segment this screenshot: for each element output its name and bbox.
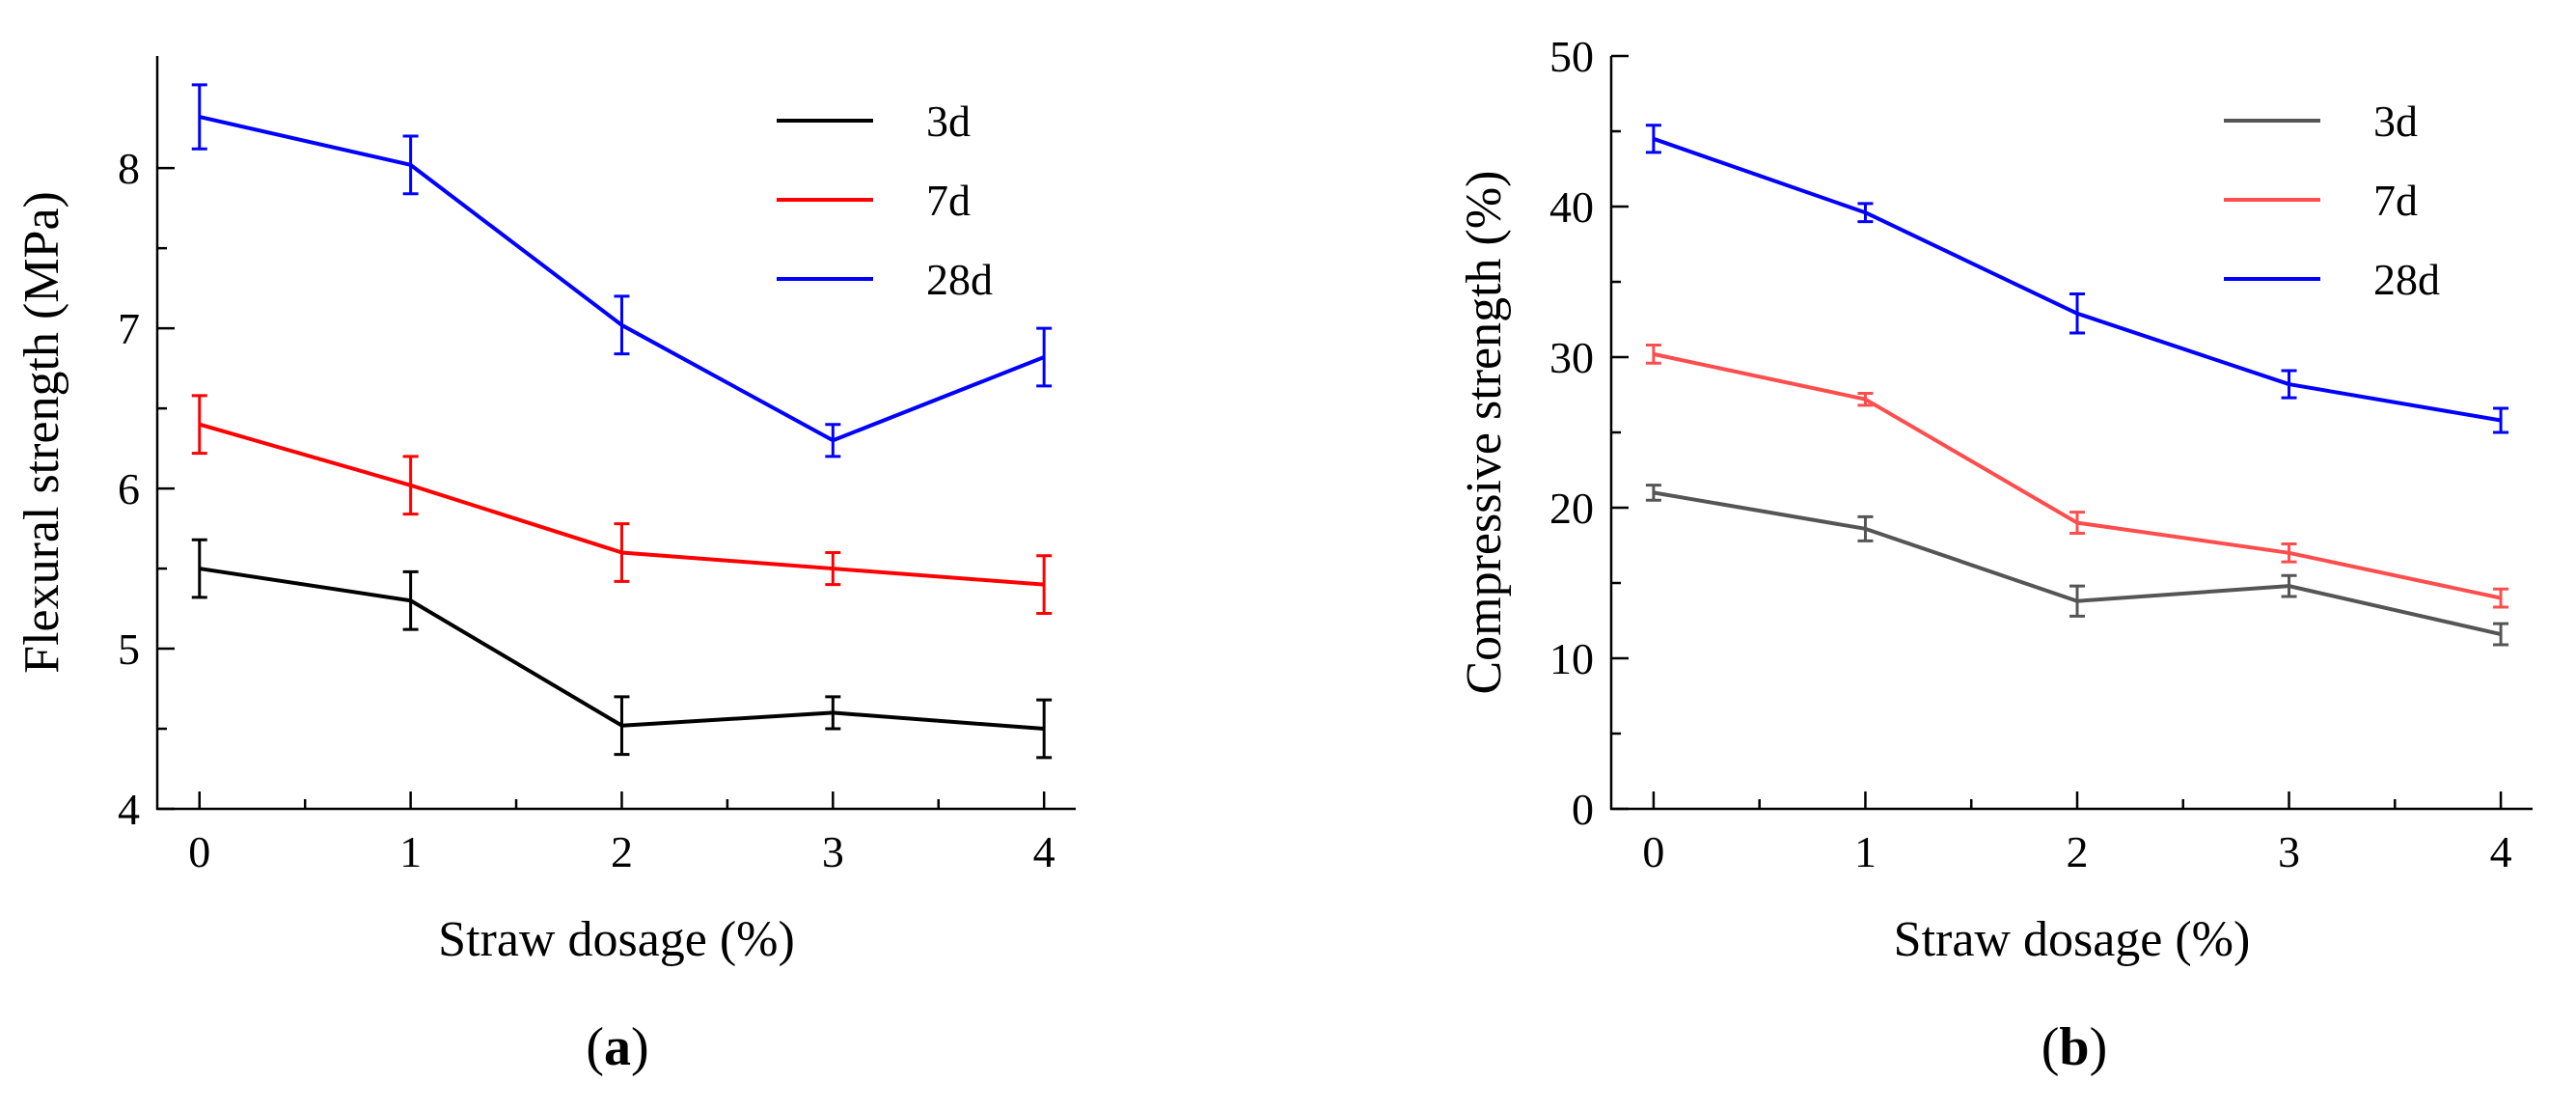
error-bar-7d xyxy=(191,394,207,456)
error-bar-7d xyxy=(2493,587,2509,609)
x-axis-title: Straw dosage (%) xyxy=(438,912,795,967)
error-bar-28d xyxy=(825,423,841,458)
error-bar-3d xyxy=(614,695,630,757)
error-bar-28d xyxy=(2493,406,2509,434)
legend-label-28d: 28d xyxy=(926,255,993,304)
panel-label-b: (b) xyxy=(2042,1017,2107,1077)
y-tick-label: 50 xyxy=(1549,32,1594,81)
error-bar-3d xyxy=(825,695,841,731)
panel-label-a: (a) xyxy=(586,1017,648,1077)
error-bar-7d xyxy=(1036,554,1053,616)
x-tick-label: 3 xyxy=(822,827,844,876)
y-tick-label: 30 xyxy=(1549,333,1594,382)
error-bar-28d xyxy=(2281,369,2297,400)
error-bar-3d xyxy=(2281,573,2297,598)
legend-label-7d: 7d xyxy=(2373,176,2418,225)
chart-panel-a: 4 5 6 7 8 0 1 2 3 4 Straw dosage (%) Flexural stren… xyxy=(14,56,1076,1077)
series-line-7d xyxy=(1653,351,2502,600)
error-bar-3d xyxy=(1645,484,1661,502)
error-bar-7d xyxy=(1645,344,1661,365)
y-tick-label: 8 xyxy=(118,144,140,193)
y-tick-label: 5 xyxy=(118,624,140,674)
x-tick-label: 0 xyxy=(188,827,210,876)
x-axis-title: Straw dosage (%) xyxy=(1894,912,2251,967)
error-bar-3d xyxy=(2493,622,2509,647)
error-bar-28d xyxy=(191,83,207,151)
error-bar-3d xyxy=(1036,698,1053,760)
error-bar-7d xyxy=(402,455,419,516)
legend-label-3d: 3d xyxy=(2373,97,2418,146)
y-tick-label: 10 xyxy=(1549,634,1594,683)
error-bar-3d xyxy=(191,538,207,599)
x-tick-label: 1 xyxy=(399,827,422,876)
chart-panel-b: 0 10 20 30 40 50 0 1 2 3 4 Straw dosage (%) Compress… xyxy=(1457,32,2533,1077)
error-bar-7d xyxy=(614,522,630,583)
error-bar-7d xyxy=(2069,511,2085,536)
error-bar-28d xyxy=(1857,202,1874,224)
legend-label-28d: 28d xyxy=(2373,255,2440,304)
error-bar-28d xyxy=(614,294,630,356)
y-tick-label: 4 xyxy=(118,785,140,834)
y-tick-label: 20 xyxy=(1549,484,1594,533)
x-tick-label: 4 xyxy=(1033,827,1055,876)
x-tick-label: 2 xyxy=(2066,827,2088,876)
error-bar-7d xyxy=(1857,391,1874,407)
y-tick-label: 6 xyxy=(118,464,140,513)
error-bar-3d xyxy=(1857,514,1874,542)
error-bar-7d xyxy=(825,550,841,587)
y-tick-label: 40 xyxy=(1549,182,1594,232)
y-axis-title: Flexural strength (MPa) xyxy=(14,191,69,674)
y-tick-label: 0 xyxy=(1572,785,1594,834)
x-tick-label: 3 xyxy=(2278,827,2300,876)
legend-label-3d: 3d xyxy=(926,97,971,146)
axis-frame xyxy=(1609,56,2533,811)
x-tick-label: 4 xyxy=(2490,827,2512,876)
error-bar-3d xyxy=(402,569,419,631)
x-tick-label: 0 xyxy=(1642,827,1664,876)
y-tick-label: 7 xyxy=(118,304,140,353)
error-bar-28d xyxy=(402,134,419,196)
error-bar-3d xyxy=(2069,584,2085,618)
error-bar-28d xyxy=(1645,124,1661,154)
legend-label-7d: 7d xyxy=(926,176,971,225)
error-bar-28d xyxy=(1036,326,1053,388)
error-bar-28d xyxy=(2069,291,2085,335)
error-bar-7d xyxy=(2281,541,2297,564)
series-line-28d xyxy=(199,115,1045,443)
y-axis-title: Compressive strength (%) xyxy=(1457,170,1512,694)
x-tick-label: 1 xyxy=(1854,827,1877,876)
x-tick-label: 2 xyxy=(611,827,633,876)
